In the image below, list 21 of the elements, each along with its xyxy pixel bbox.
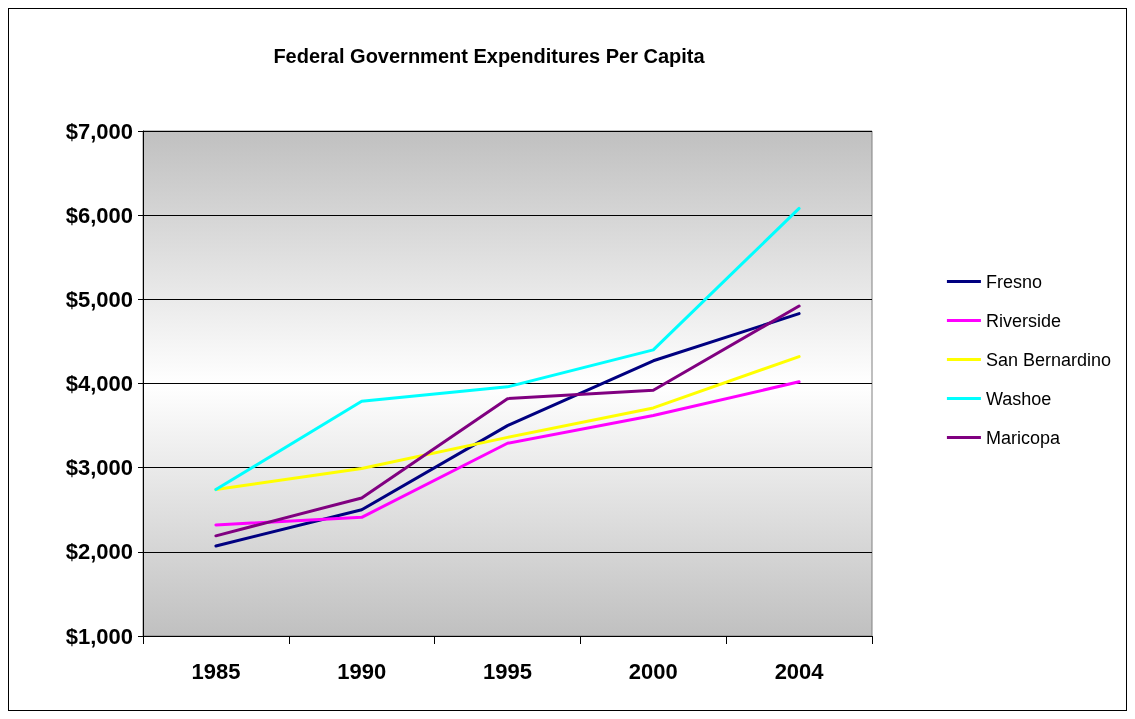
y-tick-label: $7,000 <box>65 118 133 144</box>
y-tick-label: $5,000 <box>65 286 133 312</box>
chart-title: Federal Government Expenditures Per Capita <box>273 45 706 67</box>
y-tick-label: $6,000 <box>65 202 133 228</box>
x-tick-label: 1990 <box>337 658 387 684</box>
x-tick-label: 2000 <box>628 658 678 684</box>
legend-label: Washoe <box>985 388 1052 409</box>
x-tick-label: 2004 <box>774 658 825 684</box>
y-tick-label: $1,000 <box>65 623 133 649</box>
legend-label: Fresno <box>985 271 1042 292</box>
legend-label: San Bernardino <box>985 349 1112 370</box>
line-series <box>214 206 801 492</box>
y-tick-label: $2,000 <box>65 539 133 565</box>
y-tick-label: $4,000 <box>65 371 133 396</box>
line-series <box>214 380 801 527</box>
x-tick-label: 1995 <box>483 658 532 684</box>
legend-label: Riverside <box>985 310 1061 331</box>
y-tick-label: $3,000 <box>65 455 133 481</box>
x-tick-label: 1985 <box>191 658 241 684</box>
legend-label: Maricopa <box>985 427 1061 448</box>
line-series <box>214 355 801 492</box>
